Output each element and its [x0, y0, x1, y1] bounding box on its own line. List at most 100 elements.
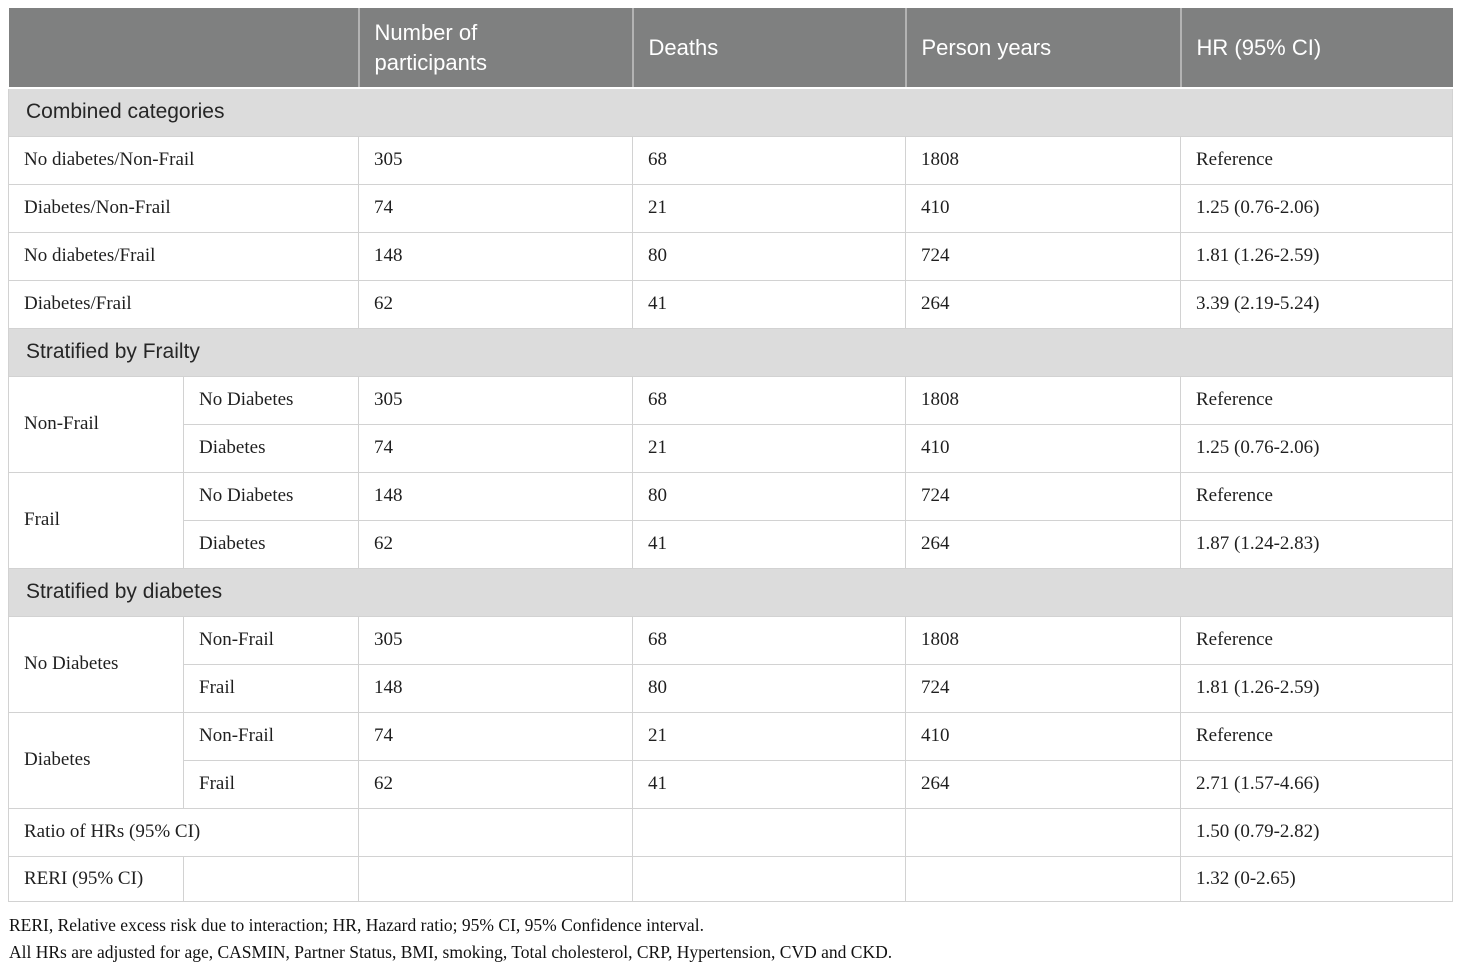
column-header-person-years: Person years: [904, 8, 1181, 89]
deaths-cell: 68: [632, 375, 906, 425]
sub-label-cell: Frail: [183, 759, 359, 809]
section-title: Stratified by Frailty: [8, 327, 1453, 377]
sub-label-cell: Non-Frail: [183, 711, 359, 761]
table-row-non-frail-diabetes: Diabetes 74 21 410 1.25 (0.76-2.06): [9, 423, 1453, 473]
deaths-cell: 41: [632, 279, 906, 329]
sub-label-cell: No Diabetes: [183, 375, 359, 425]
participants-cell: 74: [358, 711, 633, 761]
table-row-no-diabetes-frail-strat: Frail 148 80 724 1.81 (1.26-2.59): [9, 663, 1453, 713]
empty-cell: [183, 855, 359, 902]
row-label-cell: Diabetes/Frail: [8, 279, 359, 329]
participants-cell: 62: [358, 279, 633, 329]
deaths-cell: 21: [632, 423, 906, 473]
hr-cell: Reference: [1180, 471, 1453, 521]
hr-cell: 1.81 (1.26-2.59): [1180, 663, 1453, 713]
person-years-cell: 410: [905, 711, 1181, 761]
table-row-diabetes-non-frail-strat: Diabetes Non-Frail 74 21 410 Reference: [8, 711, 1453, 809]
person-years-cell: 264: [905, 279, 1181, 329]
person-years-cell: 264: [905, 519, 1181, 569]
row-label-cell: RERI (95% CI): [8, 855, 184, 902]
section-stratified-by-frailty: Stratified by Frailty: [8, 327, 1453, 377]
group-label-cell: No Diabetes: [8, 615, 184, 713]
deaths-cell: 41: [632, 759, 906, 809]
deaths-cell: 41: [632, 519, 906, 569]
deaths-cell: 68: [632, 615, 906, 665]
deaths-cell: 80: [632, 471, 906, 521]
table-row-frail-no-diabetes: Frail No Diabetes 148 80 724 Reference: [8, 471, 1453, 569]
empty-cell: [632, 855, 906, 902]
row-label-cell: No diabetes/Non-Frail: [8, 135, 359, 185]
hr-cell: Reference: [1180, 375, 1453, 425]
row-label-cell: Ratio of HRs (95% CI): [8, 807, 359, 857]
hr-cell: 1.87 (1.24-2.83): [1180, 519, 1453, 569]
group-label-cell: Non-Frail: [8, 375, 184, 473]
section-stratified-by-diabetes: Stratified by diabetes: [8, 567, 1453, 617]
table-row-ratio-of-hrs: Ratio of HRs (95% CI) 1.50 (0.79-2.82): [8, 807, 1453, 857]
table-row-diabetes-non-frail: Diabetes/Non-Frail 74 21 410 1.25 (0.76-…: [8, 183, 1453, 233]
participants-cell: 148: [358, 231, 633, 281]
participants-cell: 74: [358, 183, 633, 233]
sub-label-cell: Frail: [183, 663, 359, 713]
person-years-cell: 1808: [905, 615, 1181, 665]
hr-cell: Reference: [1180, 711, 1453, 761]
empty-cell: [358, 855, 633, 902]
hr-cell: 1.50 (0.79-2.82): [1180, 807, 1453, 857]
column-header-deaths: Deaths: [631, 8, 906, 89]
table-row-no-diabetes-non-frail-strat: No Diabetes Non-Frail 305 68 1808 Refere…: [8, 615, 1453, 713]
hr-cell: 1.81 (1.26-2.59): [1180, 231, 1453, 281]
header-row: Number of participants Deaths Person yea…: [8, 8, 1453, 89]
hr-cell: 3.39 (2.19-5.24): [1180, 279, 1453, 329]
sub-label-cell: Diabetes: [183, 519, 359, 569]
person-years-cell: 264: [905, 759, 1181, 809]
section-title: Stratified by diabetes: [8, 567, 1453, 617]
column-header-hr: HR (95% CI): [1179, 8, 1453, 89]
person-years-cell: 1808: [905, 375, 1181, 425]
hr-cell: 1.25 (0.76-2.06): [1180, 423, 1453, 473]
person-years-cell: 410: [905, 183, 1181, 233]
person-years-cell: 724: [905, 663, 1181, 713]
hr-cell: 1.32 (0-2.65): [1180, 855, 1453, 902]
group-label-cell: Diabetes: [8, 711, 184, 809]
sub-label-cell: Diabetes: [183, 423, 359, 473]
deaths-cell: 80: [632, 663, 906, 713]
section-combined-categories: Combined categories: [8, 87, 1453, 137]
sub-label-cell: No Diabetes: [183, 471, 359, 521]
hr-cell: Reference: [1180, 615, 1453, 665]
table-footnotes: RERI, Relative excess risk due to intera…: [8, 912, 1452, 966]
hr-cell: Reference: [1180, 135, 1453, 185]
table-header: Number of participants Deaths Person yea…: [8, 8, 1453, 89]
table-row-frail-diabetes: Diabetes 62 41 264 1.87 (1.24-2.83): [9, 519, 1453, 569]
row-label-cell: No diabetes/Frail: [8, 231, 359, 281]
participants-cell: 62: [358, 519, 633, 569]
table-row-no-diabetes-frail: No diabetes/Frail 148 80 724 1.81 (1.26-…: [8, 231, 1453, 281]
deaths-cell: 21: [632, 711, 906, 761]
table-row-no-diabetes-non-frail: No diabetes/Non-Frail 305 68 1808 Refere…: [8, 135, 1453, 185]
results-table: Number of participants Deaths Person yea…: [8, 8, 1453, 902]
empty-cell: [358, 807, 633, 857]
participants-cell: 74: [358, 423, 633, 473]
row-label-cell: Diabetes/Non-Frail: [8, 183, 359, 233]
footnote-abbreviations: RERI, Relative excess risk due to intera…: [9, 914, 704, 935]
participants-cell: 62: [358, 759, 633, 809]
empty-cell: [905, 807, 1181, 857]
participants-cell: 148: [358, 663, 633, 713]
group-label-cell: Frail: [8, 471, 184, 569]
table-row-non-frail-no-diabetes: Non-Frail No Diabetes 305 68 1808 Refere…: [8, 375, 1453, 473]
person-years-cell: 410: [905, 423, 1181, 473]
participants-cell: 305: [358, 375, 633, 425]
hr-cell: 2.71 (1.57-4.66): [1180, 759, 1453, 809]
person-years-cell: 1808: [905, 135, 1181, 185]
column-header-participants: Number of participants: [357, 8, 633, 89]
footnote-adjustments: All HRs are adjusted for age, CASMIN, Pa…: [9, 941, 893, 962]
corner-header-cell: [8, 8, 359, 89]
deaths-cell: 80: [632, 231, 906, 281]
participants-cell: 305: [358, 615, 633, 665]
empty-cell: [905, 855, 1181, 902]
hr-cell: 1.25 (0.76-2.06): [1180, 183, 1453, 233]
participants-cell: 305: [358, 135, 633, 185]
deaths-cell: 21: [632, 183, 906, 233]
deaths-cell: 68: [632, 135, 906, 185]
table-row-reri: RERI (95% CI) 1.32 (0-2.65): [8, 855, 1453, 902]
table-row-diabetes-frail-strat: Frail 62 41 264 2.71 (1.57-4.66): [9, 759, 1453, 809]
section-title: Combined categories: [8, 87, 1453, 137]
